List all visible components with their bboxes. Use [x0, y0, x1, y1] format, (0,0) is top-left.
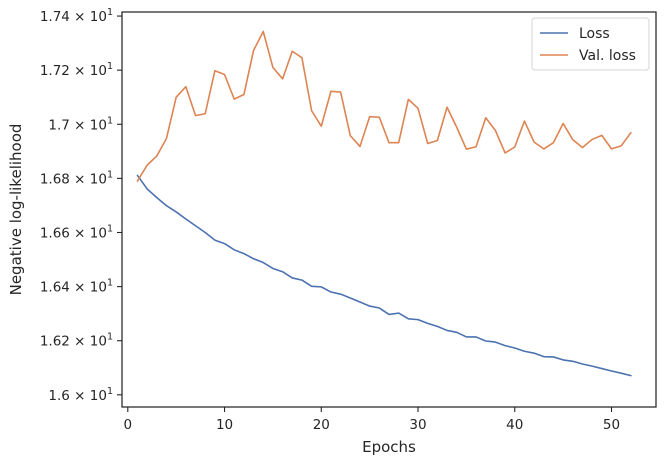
x-tick-label: 30: [409, 417, 426, 433]
legend-label-1: Loss: [579, 26, 610, 42]
y-tick-label: 1.64 × 101: [40, 278, 113, 296]
x-axis-label: Epochs: [362, 438, 416, 456]
legend-box: [531, 17, 650, 71]
y-axis: 1.6 × 101 1.62 × 101 1.64 × 101 1.66 × 101 1…: [40, 7, 122, 404]
x-tick-label: 10: [216, 417, 233, 433]
y-tick-label: 1.6 × 101: [48, 386, 113, 404]
y-tick-label: 1.66 × 101: [40, 223, 113, 241]
series-layer: [136, 30, 632, 377]
y-tick-label: 1.74 × 101: [40, 7, 113, 25]
y-tick-label: 1.72 × 101: [40, 61, 113, 79]
legend: Loss Val. loss: [531, 17, 650, 71]
y-tick-label: 1.7 × 101: [48, 115, 113, 133]
y-axis-label: Negative log-likelihood: [7, 124, 25, 296]
series-line-2: [136, 30, 632, 182]
x-axis: 0 10 20 30 40 50: [124, 407, 620, 433]
x-tick-label: 40: [506, 417, 523, 433]
series-line-1: [136, 174, 632, 377]
plot-frame: [121, 11, 657, 408]
x-tick-label: 50: [603, 417, 620, 433]
y-tick-label: 1.68 × 101: [40, 169, 113, 187]
x-tick-label: 20: [313, 417, 330, 433]
plot-area: [122, 12, 656, 407]
x-tick-label: 0: [124, 417, 133, 433]
legend-label-2: Val. loss: [579, 48, 636, 64]
y-tick-label: 1.62 × 101: [40, 332, 113, 350]
